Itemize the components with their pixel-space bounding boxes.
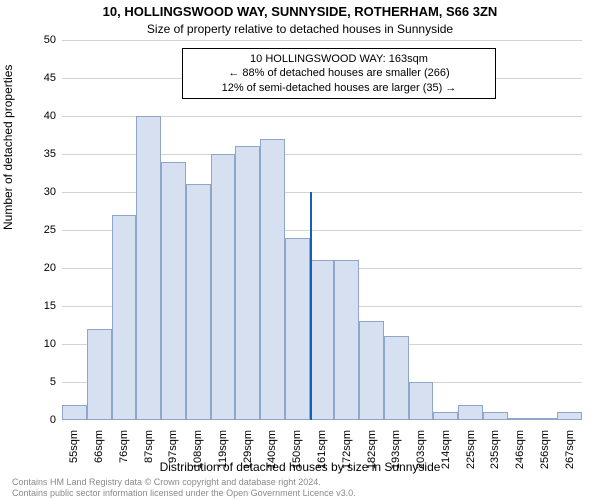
page: 10, HOLLINGSWOOD WAY, SUNNYSIDE, ROTHERH… — [0, 0, 600, 500]
x-tick-label: 55sqm — [68, 430, 80, 490]
x-tick-label: 87sqm — [143, 430, 155, 490]
histogram-bar — [359, 321, 384, 420]
y-axis-label: Number of detached properties — [1, 65, 15, 230]
histogram-bar — [211, 154, 236, 420]
copyright-line1: Contains HM Land Registry data © Crown c… — [12, 477, 356, 487]
x-tick-label: 129sqm — [242, 430, 254, 490]
y-tick-label: 35 — [26, 148, 56, 160]
histogram-bar — [62, 405, 87, 420]
marker-line — [310, 192, 312, 420]
histogram-bar — [136, 116, 161, 420]
y-tick-label: 30 — [26, 186, 56, 198]
x-tick-label: 203sqm — [415, 430, 427, 490]
x-tick-label: 66sqm — [93, 430, 105, 490]
x-tick-label: 140sqm — [266, 430, 278, 490]
histogram-bar — [483, 412, 508, 420]
x-tick-label: 235sqm — [489, 430, 501, 490]
copyright-text: Contains HM Land Registry data © Crown c… — [12, 477, 356, 498]
y-tick-label: 5 — [26, 376, 56, 388]
histogram-bar — [112, 215, 137, 420]
histogram-bar — [310, 260, 335, 420]
x-tick-label: 150sqm — [291, 430, 303, 490]
histogram-bar — [161, 162, 186, 420]
chart-subtitle: Size of property relative to detached ho… — [0, 22, 600, 36]
annotation-line: ← 88% of detached houses are smaller (26… — [189, 66, 489, 80]
x-tick-label: 267sqm — [564, 430, 576, 490]
histogram-bar — [285, 238, 310, 420]
histogram-bar — [334, 260, 359, 420]
histogram-bar — [508, 418, 533, 420]
x-tick-label: 108sqm — [192, 430, 204, 490]
histogram-bar — [384, 336, 409, 420]
x-tick-label: 172sqm — [341, 430, 353, 490]
copyright-line2: Contains public sector information licen… — [12, 488, 356, 498]
x-tick-label: 193sqm — [390, 430, 402, 490]
chart-title: 10, HOLLINGSWOOD WAY, SUNNYSIDE, ROTHERH… — [0, 4, 600, 19]
y-tick-label: 20 — [26, 262, 56, 274]
x-tick-label: 214sqm — [440, 430, 452, 490]
x-tick-label: 119sqm — [217, 430, 229, 490]
y-tick-label: 10 — [26, 338, 56, 350]
x-tick-label: 225sqm — [465, 430, 477, 490]
y-tick-label: 40 — [26, 110, 56, 122]
y-tick-label: 0 — [26, 414, 56, 426]
x-tick-label: 97sqm — [167, 430, 179, 490]
x-tick-label: 256sqm — [539, 430, 551, 490]
x-tick-label: 76sqm — [118, 430, 130, 490]
y-tick-label: 50 — [26, 34, 56, 46]
y-tick-label: 15 — [26, 300, 56, 312]
histogram-bar — [186, 184, 211, 420]
grid-line — [62, 40, 582, 41]
x-tick-label: 161sqm — [316, 430, 328, 490]
histogram-bar — [235, 146, 260, 420]
histogram-bar — [433, 412, 458, 420]
x-tick-label: 246sqm — [514, 430, 526, 490]
histogram-bar — [458, 405, 483, 420]
histogram-bar — [532, 418, 557, 420]
histogram-bar — [87, 329, 112, 420]
histogram-bar — [260, 139, 285, 420]
annotation-line: 10 HOLLINGSWOOD WAY: 163sqm — [189, 52, 489, 66]
y-tick-label: 45 — [26, 72, 56, 84]
y-tick-label: 25 — [26, 224, 56, 236]
histogram-bar — [409, 382, 434, 420]
x-tick-label: 182sqm — [366, 430, 378, 490]
annotation-box: 10 HOLLINGSWOOD WAY: 163sqm← 88% of deta… — [182, 48, 496, 99]
annotation-line: 12% of semi-detached houses are larger (… — [189, 81, 489, 95]
histogram-bar — [557, 412, 582, 420]
